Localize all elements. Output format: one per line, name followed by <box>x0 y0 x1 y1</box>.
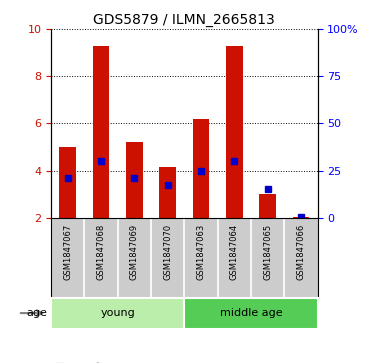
Text: age: age <box>27 308 47 318</box>
Bar <box>93 45 110 218</box>
Bar <box>126 142 143 218</box>
Text: young: young <box>100 308 135 318</box>
Text: GSM1847064: GSM1847064 <box>230 224 239 280</box>
Text: GSM1847066: GSM1847066 <box>296 224 306 281</box>
Bar <box>51 298 184 329</box>
Bar <box>184 298 318 329</box>
Text: GSM1847069: GSM1847069 <box>130 224 139 280</box>
Text: count: count <box>71 362 101 363</box>
Bar <box>59 147 76 218</box>
Bar <box>193 119 209 218</box>
Text: ■: ■ <box>55 362 65 363</box>
Text: middle age: middle age <box>220 308 282 318</box>
Title: GDS5879 / ILMN_2665813: GDS5879 / ILMN_2665813 <box>93 13 275 26</box>
Text: GSM1847063: GSM1847063 <box>196 224 205 281</box>
Bar <box>259 194 276 218</box>
Text: GSM1847065: GSM1847065 <box>263 224 272 280</box>
Bar <box>293 217 309 218</box>
Text: GSM1847067: GSM1847067 <box>63 224 72 281</box>
Text: GSM1847070: GSM1847070 <box>163 224 172 280</box>
Bar <box>160 167 176 218</box>
Bar <box>226 45 243 218</box>
Text: GSM1847068: GSM1847068 <box>97 224 105 281</box>
